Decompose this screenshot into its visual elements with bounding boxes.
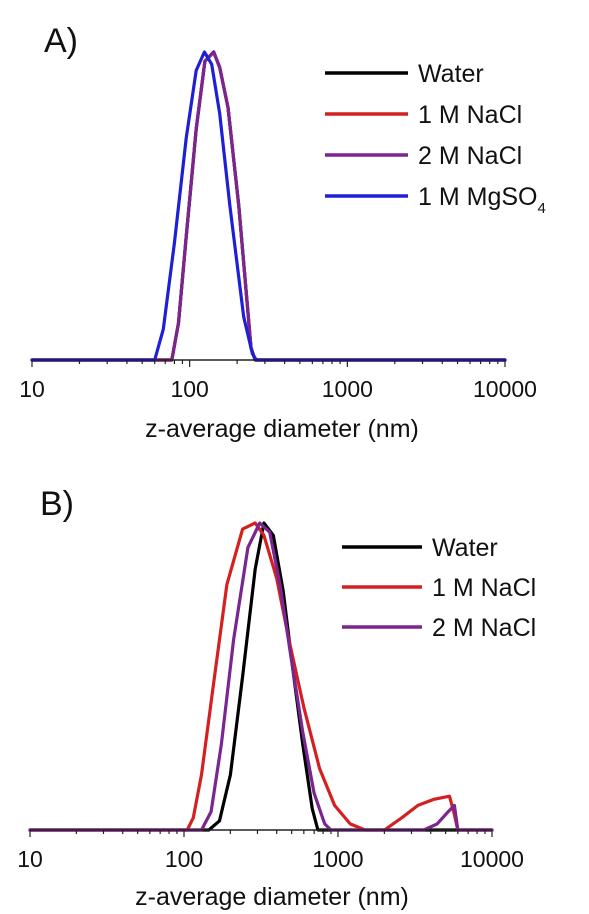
legend-label-subscript: 4 [537,200,545,217]
x-tick-label: 1000 [322,376,373,402]
x-tick-label: 10000 [473,376,537,402]
legend-label: Water [432,534,498,562]
legend: Water 1 M NaCl 2 M NaCl [342,534,536,642]
legend: Water 1 M NaCl 2 M NaCl 1 M MgSO4 [325,60,546,217]
panel-b: B) 10 100 1000 10000 z-average diameter (nm) W… [17,485,536,911]
panel-label: B) [40,485,74,523]
legend-label: 1 M NaCl [432,574,536,602]
legend-label: 1 M MgSO4 [418,183,546,217]
legend-label: 1 M NaCl [418,101,522,129]
panel-a: A) 10 100 1000 10000 z-average diameter (nm) W… [19,22,546,443]
x-tick-label: 100 [165,846,203,872]
series-line-water [28,521,494,832]
x-tick-label: 1000 [312,846,363,872]
x-axis-label: z-average diameter (nm) [135,883,409,911]
series-line-1-m-mgso [30,50,507,362]
x-tick-label: 10000 [460,846,524,872]
legend-label: Water [418,60,484,88]
x-tick-label: 100 [170,376,208,402]
legend-label: 2 M NaCl [432,614,536,642]
x-tick-label: 10 [19,376,45,402]
series-line-1-m-nacl [28,521,494,832]
panel-label: A) [44,22,78,60]
x-tick-label: 10 [17,846,43,872]
x-axis-label: z-average diameter (nm) [145,415,419,443]
legend-label: 2 M NaCl [418,142,522,170]
series-line-2-m-nacl [28,521,494,832]
